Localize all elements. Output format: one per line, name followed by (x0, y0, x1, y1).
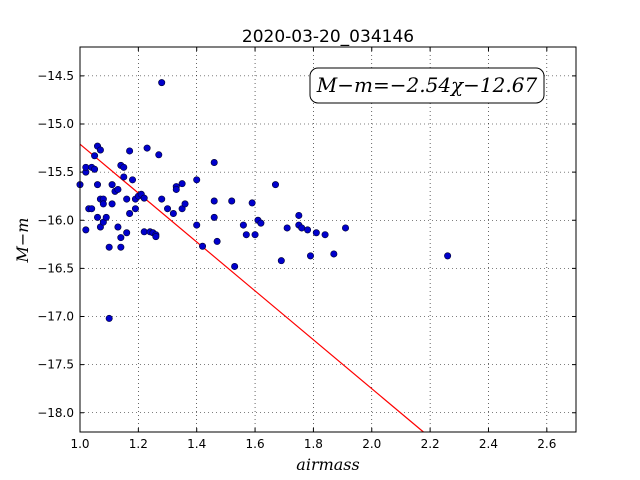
x-axis-label: airmass (296, 455, 359, 474)
data-point (283, 224, 291, 232)
data-point (131, 205, 139, 213)
data-point (306, 252, 314, 260)
y-tick-label: −15.0 (37, 117, 74, 131)
data-point (312, 229, 320, 237)
data-point (210, 159, 218, 167)
y-tick-label: −17.0 (37, 310, 74, 324)
data-point (248, 199, 256, 207)
x-tick-label: 1.4 (187, 437, 206, 451)
data-point (105, 243, 113, 251)
plot-content (76, 79, 452, 433)
data-point (88, 205, 96, 213)
data-point (94, 181, 102, 189)
plot-frame (79, 46, 577, 433)
plot-area (80, 47, 576, 432)
data-point (277, 257, 285, 265)
x-tick-label: 1.6 (246, 437, 265, 451)
data-point (82, 163, 90, 171)
data-point (123, 195, 131, 203)
data-point (158, 195, 166, 203)
data-point (164, 205, 172, 213)
data-point (129, 176, 137, 184)
data-point (91, 152, 99, 160)
data-point (213, 237, 221, 245)
data-point (342, 224, 350, 232)
data-point (120, 163, 128, 171)
x-tick-label: 2.4 (479, 437, 498, 451)
chart-title: 2020-03-20_034146 (242, 27, 414, 47)
data-point (199, 242, 207, 250)
data-point (91, 165, 99, 173)
data-point (82, 226, 90, 234)
y-tick-label: −15.5 (37, 165, 74, 179)
data-point (321, 231, 329, 239)
y-tick-label: −18.0 (37, 406, 74, 420)
x-tick-label: 2.0 (362, 437, 381, 451)
x-tick-label: 2.6 (537, 437, 556, 451)
x-axis-ticks: 1.0 1.2 1.4 1.6 1.8 2.0 2.2 2.4 2.6 (70, 47, 556, 451)
data-point (126, 210, 134, 218)
data-point (114, 223, 122, 231)
data-point (228, 197, 236, 205)
data-point (210, 213, 218, 221)
data-point (239, 221, 247, 229)
data-point (108, 181, 116, 189)
data-point (193, 176, 201, 184)
data-point (155, 151, 163, 159)
data-point (114, 185, 122, 193)
data-point (210, 197, 218, 205)
data-point (123, 229, 131, 237)
data-point (108, 200, 116, 208)
y-axis-ticks: −14.5 −15.0 −15.5 −16.0 −16.5 −17.0 −17.5 −18.0 (37, 69, 576, 420)
data-point (105, 314, 113, 322)
data-point (140, 194, 148, 202)
data-point (231, 262, 239, 270)
data-point (330, 250, 338, 258)
data-point (295, 211, 303, 219)
y-axis-label: M−m (13, 218, 32, 264)
y-tick-label: −17.5 (37, 358, 74, 372)
data-point (251, 231, 259, 239)
annotation-box (309, 67, 545, 104)
data-point (444, 252, 452, 260)
data-points (76, 79, 452, 322)
y-tick-label: −16.0 (37, 213, 74, 227)
data-point (102, 213, 110, 221)
data-point (304, 226, 312, 234)
data-point (94, 213, 102, 221)
x-tick-label: 1.8 (304, 437, 323, 451)
data-point (242, 231, 250, 239)
data-point (178, 180, 186, 188)
data-point (271, 181, 279, 189)
x-tick-label: 1.0 (70, 437, 89, 451)
data-point (298, 224, 306, 232)
data-point (99, 200, 107, 208)
data-point (120, 173, 128, 181)
annotation-text: M−m=−2.54χ−12.67 (316, 73, 538, 97)
data-point (193, 221, 201, 229)
data-point (117, 234, 125, 242)
fit-annotation: M−m=−2.54χ−12.67 (309, 67, 545, 104)
x-tick-label: 1.2 (129, 437, 148, 451)
data-point (117, 243, 125, 251)
data-point (257, 219, 265, 227)
data-point (126, 147, 134, 155)
data-point (140, 228, 148, 236)
data-point (158, 79, 166, 87)
y-tick-label: −14.5 (37, 69, 74, 83)
data-point (96, 146, 104, 154)
x-tick-label: 2.2 (421, 437, 440, 451)
data-point (181, 200, 189, 208)
data-point (152, 233, 160, 241)
y-tick-label: −16.5 (37, 261, 74, 275)
data-point (172, 185, 180, 193)
data-point (143, 144, 151, 152)
data-point (169, 210, 177, 218)
fit-line (79, 143, 424, 433)
